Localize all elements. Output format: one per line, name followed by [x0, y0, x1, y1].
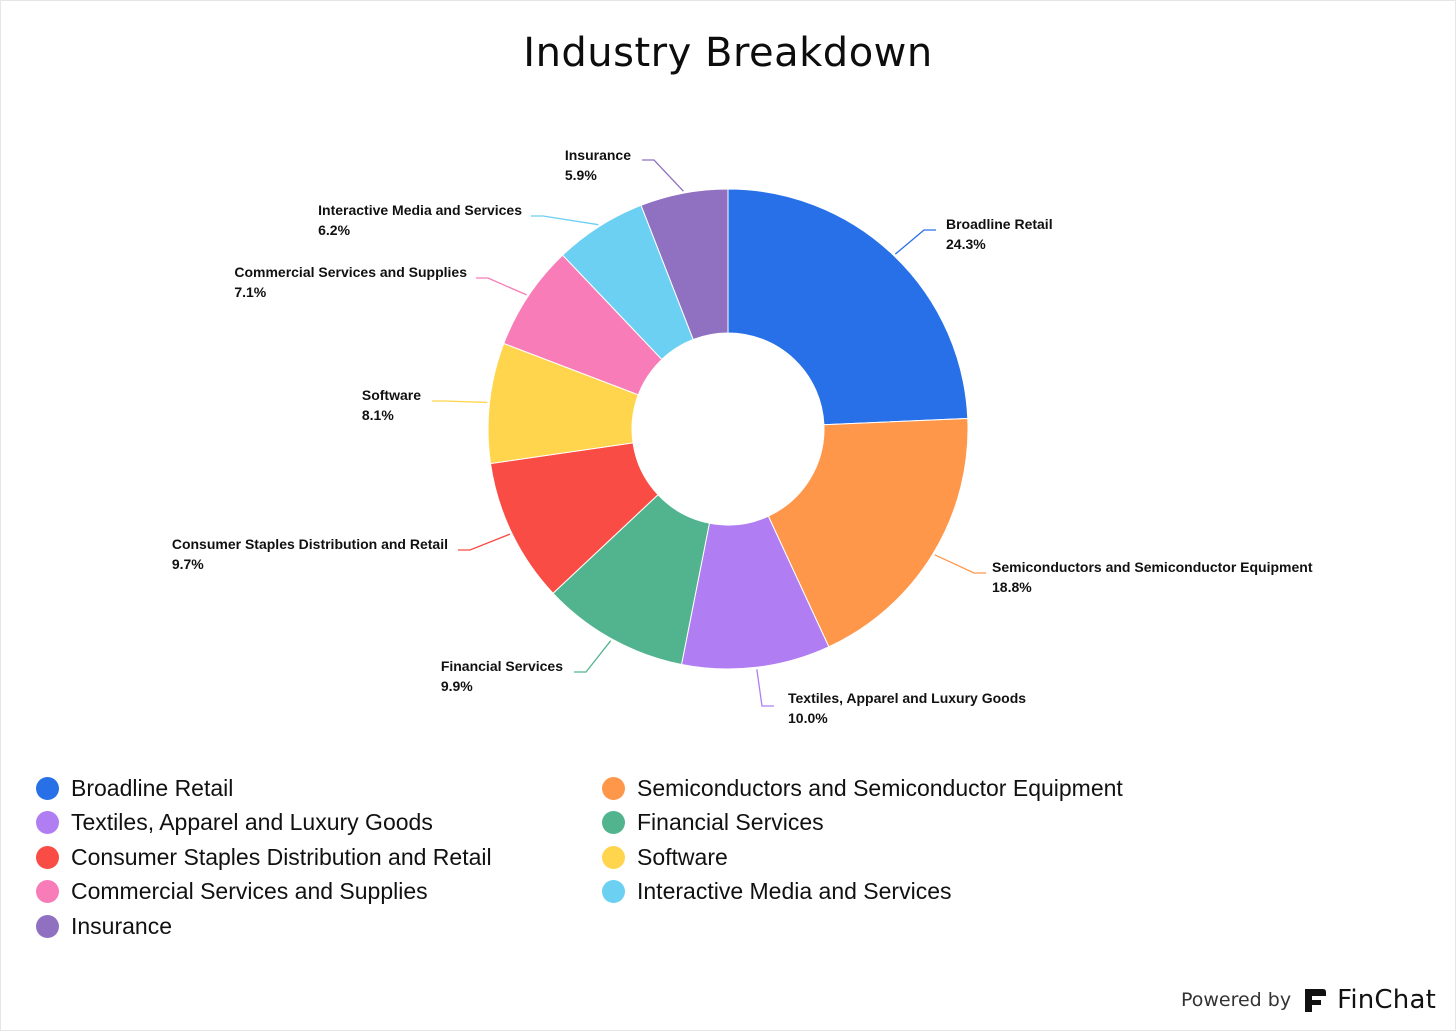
- slice-value-interactive-media-and-services: 6.2%: [318, 222, 350, 238]
- slice-broadline-retail[interactable]: [727, 188, 969, 426]
- slice-label-textiles-apparel-and-luxury-goods: Textiles, Apparel and Luxury Goods: [788, 690, 1026, 706]
- legend-item-broadline-retail[interactable]: Broadline Retail: [36, 774, 602, 801]
- chart-legend: Broadline Retail Semiconductors and Semic…: [36, 774, 1176, 939]
- finchat-logo-icon: [1305, 989, 1327, 1012]
- legend-marker-textiles-apparel-and-luxury-goods: [36, 811, 59, 835]
- legend-label-insurance: Insurance: [71, 912, 173, 939]
- leader-line-semiconductors-and-semiconductor-equipment: [934, 554, 986, 574]
- leader-line-insurance: [642, 159, 684, 192]
- slice-value-textiles-apparel-and-luxury-goods: 10.0%: [788, 710, 828, 726]
- leader-line-consumer-staples-distribution-and-retail: [458, 533, 511, 551]
- legend-marker-broadline-retail: [36, 776, 59, 800]
- slice-value-broadline-retail: 24.3%: [946, 236, 986, 252]
- slice-insurance[interactable]: [640, 188, 729, 341]
- powered-by-branding: Powered by FinChat: [1181, 985, 1436, 1015]
- leader-line-broadline-retail: [894, 229, 936, 255]
- slice-label-insurance: Insurance: [565, 147, 631, 163]
- legend-label-commercial-services-and-supplies: Commercial Services and Supplies: [71, 878, 428, 905]
- leader-line-textiles-apparel-and-luxury-goods: [756, 669, 774, 707]
- slice-label-software: Software: [362, 387, 421, 403]
- legend-label-semiconductors-and-semiconductor-equipment: Semiconductors and Semiconductor Equipme…: [637, 774, 1123, 801]
- legend-item-software[interactable]: Software: [602, 843, 1168, 870]
- legend-item-commercial-services-and-supplies[interactable]: Commercial Services and Supplies: [36, 878, 602, 905]
- powered-by-text: Powered by: [1180, 989, 1292, 1011]
- legend-item-consumer-staples-distribution-and-retail[interactable]: Consumer Staples Distribution and Retail: [36, 843, 602, 870]
- legend-label-consumer-staples-distribution-and-retail: Consumer Staples Distribution and Retail: [71, 843, 492, 870]
- leader-line-software: [432, 400, 488, 404]
- slice-label-financial-services: Financial Services: [441, 658, 563, 674]
- leader-line-financial-services: [574, 640, 612, 673]
- donut-chart: Broadline Retail 24.3% Semiconductors and …: [172, 147, 1313, 726]
- slice-semiconductors-and-semiconductor-equipment[interactable]: [767, 417, 969, 648]
- slice-label-commercial-services-and-supplies: Commercial Services and Supplies: [234, 264, 467, 280]
- legend-label-interactive-media-and-services: Interactive Media and Services: [637, 878, 952, 905]
- slice-value-consumer-staples-distribution-and-retail: 9.7%: [172, 556, 204, 572]
- legend-marker-insurance: [36, 914, 59, 938]
- legend-label-broadline-retail: Broadline Retail: [71, 774, 234, 801]
- legend-item-interactive-media-and-services[interactable]: Interactive Media and Services: [602, 878, 1168, 905]
- legend-label-textiles-apparel-and-luxury-goods: Textiles, Apparel and Luxury Goods: [71, 809, 433, 836]
- slice-value-commercial-services-and-supplies: 7.1%: [234, 284, 266, 300]
- slice-label-broadline-retail: Broadline Retail: [946, 216, 1053, 232]
- slice-value-financial-services: 9.9%: [441, 678, 473, 694]
- legend-item-insurance[interactable]: Insurance: [36, 912, 602, 939]
- legend-marker-interactive-media-and-services: [602, 880, 625, 904]
- legend-item-financial-services[interactable]: Financial Services: [602, 809, 1168, 836]
- legend-item-semiconductors-and-semiconductor-equipment[interactable]: Semiconductors and Semiconductor Equipme…: [602, 774, 1168, 801]
- chart-title: Industry Breakdown: [523, 30, 933, 76]
- legend-label-software: Software: [637, 843, 728, 870]
- slice-label-interactive-media-and-services: Interactive Media and Services: [318, 202, 522, 218]
- legend-label-financial-services: Financial Services: [637, 809, 824, 836]
- slice-value-insurance: 5.9%: [565, 167, 597, 183]
- legend-marker-commercial-services-and-supplies: [36, 880, 59, 904]
- legend-marker-consumer-staples-distribution-and-retail: [36, 845, 59, 869]
- legend-marker-semiconductors-and-semiconductor-equipment: [602, 776, 625, 800]
- legend-marker-financial-services: [602, 811, 625, 835]
- legend-marker-software: [602, 845, 625, 869]
- slice-label-consumer-staples-distribution-and-retail: Consumer Staples Distribution and Retail: [172, 536, 448, 552]
- brand-name: FinChat: [1337, 985, 1436, 1015]
- leader-line-commercial-services-and-supplies: [476, 277, 527, 296]
- legend-item-textiles-apparel-and-luxury-goods[interactable]: Textiles, Apparel and Luxury Goods: [36, 809, 602, 836]
- leader-line-interactive-media-and-services: [531, 215, 599, 226]
- slice-label-semiconductors-and-semiconductor-equipment: Semiconductors and Semiconductor Equipme…: [992, 559, 1313, 575]
- slice-value-software: 8.1%: [362, 407, 394, 423]
- slice-value-semiconductors-and-semiconductor-equipment: 18.8%: [992, 579, 1032, 595]
